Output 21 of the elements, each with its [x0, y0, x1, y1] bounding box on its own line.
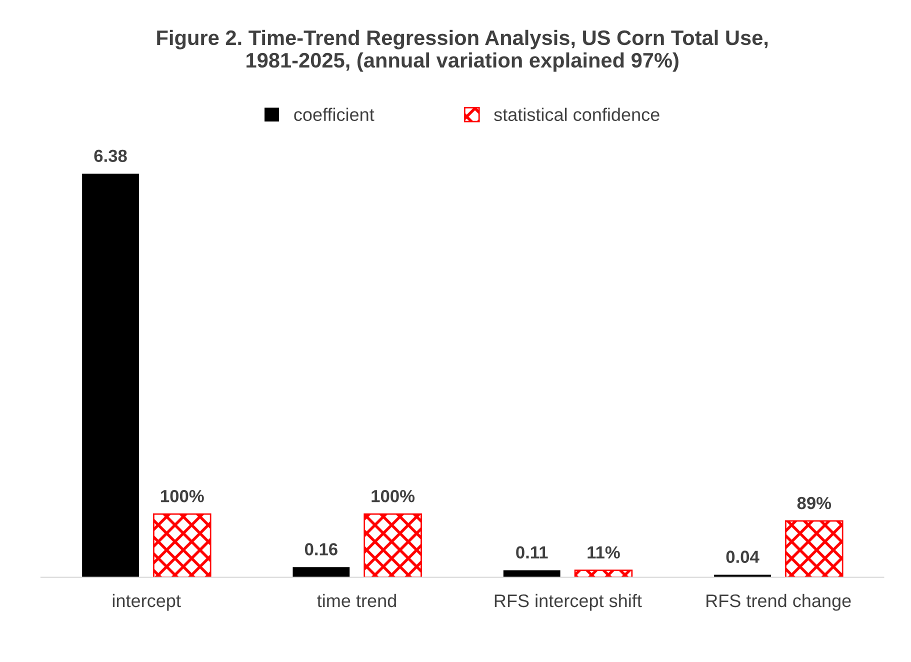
data-label: 89% — [797, 496, 832, 510]
x-tick-label: time trend — [317, 594, 396, 608]
data-label: 0.11 — [516, 546, 548, 559]
x-tick-label: RFS intercept shift — [494, 594, 642, 611]
legend-label: coefficient — [294, 108, 374, 122]
data-label: 100% — [372, 490, 415, 502]
bar — [153, 513, 212, 578]
legend-label: statistical confidence — [494, 108, 660, 122]
bar — [574, 570, 633, 578]
x-tick-label: RFS trend change — [706, 594, 851, 611]
bar — [785, 520, 844, 578]
bar — [82, 174, 139, 578]
data-label: 100% — [161, 490, 204, 502]
x-tick-label: intercept — [112, 594, 181, 611]
bar — [292, 567, 350, 578]
chart-title: Figure 2. Time-Trend Regression Analysis, US Corn Total Use, 1981-2025, (annual variation explained 97%) — [157, 30, 768, 72]
data-label: 0.16 — [304, 543, 338, 556]
data-label: 0.04 — [726, 550, 760, 563]
data-label: 6.38 — [94, 150, 127, 162]
bar — [364, 513, 422, 578]
data-label: 11% — [588, 546, 620, 559]
